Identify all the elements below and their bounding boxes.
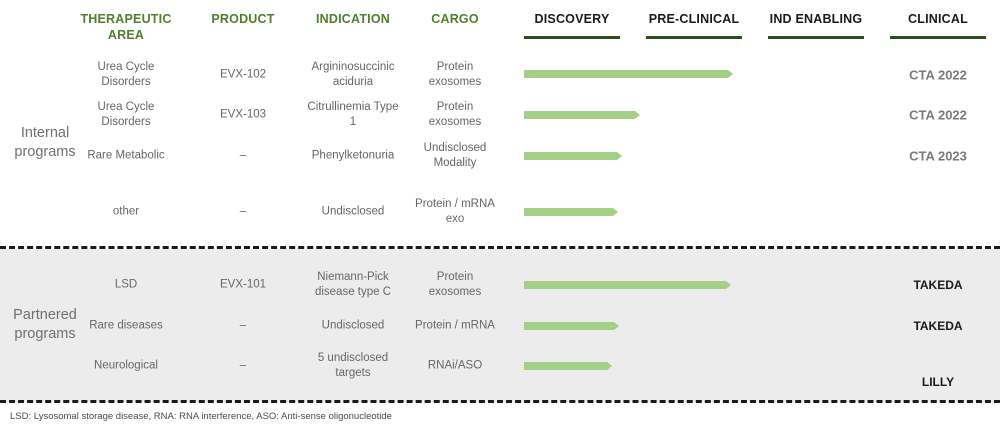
partnered-section-background [0,249,1000,402]
header-stage-clinical: CLINICAL [908,12,968,26]
group-label-partnered: Partnered programs [13,307,77,342]
row-status: CTA 2023 [909,148,967,164]
stage-underline-discovery [524,36,620,39]
row-cargo: Protein exosomes [428,101,482,128]
progress-bar [524,208,618,216]
group-label-internal: Internal programs [14,125,76,160]
row-indication: 5 undisclosed targets [317,352,389,379]
header-cargo: CARGO [431,12,479,26]
progress-bar [524,152,622,160]
header-product: PRODUCT [211,12,275,26]
row-area: Urea Cycle Disorders [97,101,155,128]
row-cargo: Protein / mRNA [415,319,495,332]
row-cargo: Protein / mRNA exo [415,198,495,225]
header-therapeutic-area: THERAPEUTIC AREA [80,12,172,42]
stage-underline-pre-clinical [646,36,742,39]
progress-bar [524,281,731,289]
section-divider-top [0,246,1000,249]
footnote: LSD: Lysosomal storage disease, RNA: RNA… [10,411,392,422]
progress-bar [524,322,619,330]
row-cargo: Undisclosed Modality [423,142,487,169]
row-product: – [239,205,247,218]
row-indication: Argininosuccinic aciduria [311,61,395,88]
row-status: CTA 2022 [909,107,967,123]
row-product: – [239,319,247,332]
row-partner: LILLY [921,375,955,389]
row-area: LSD [114,278,138,291]
row-product: – [239,149,247,162]
stage-underline-ind-enabling [768,36,864,39]
row-area: Rare Metabolic [87,149,165,162]
row-product: – [239,359,247,372]
row-cargo: RNAi/ASO [427,359,483,372]
row-indication: Undisclosed [321,319,385,332]
header-stage-pre-clinical: PRE-CLINICAL [648,12,740,26]
row-indication: Phenylketonuria [311,149,395,162]
row-area: Neurological [94,359,158,372]
row-indication: Niemann-Pick disease type C [314,271,392,298]
row-indication: Undisclosed [321,205,385,218]
row-area: Rare diseases [89,319,163,332]
progress-bar [524,362,612,370]
progress-bar [524,70,733,78]
header-stage-discovery: DISCOVERY [534,12,610,26]
row-product: EVX-101 [219,278,267,291]
row-area: Urea Cycle Disorders [97,61,155,88]
row-product: EVX-102 [219,68,267,81]
row-partner: TAKEDA [913,319,963,333]
row-product: EVX-103 [219,108,267,121]
stage-underline-clinical [890,36,986,39]
header-indication: INDICATION [316,12,390,26]
row-partner: TAKEDA [913,278,963,292]
progress-bar [524,111,640,119]
row-status: CTA 2022 [909,67,967,83]
section-divider-bottom [0,400,1000,403]
header-stage-ind-enabling: IND ENABLING [769,12,863,26]
row-cargo: Protein exosomes [428,61,482,88]
row-cargo: Protein exosomes [428,271,482,298]
row-indication: Citrullinemia Type 1 [307,101,399,128]
row-area: other [112,205,140,218]
